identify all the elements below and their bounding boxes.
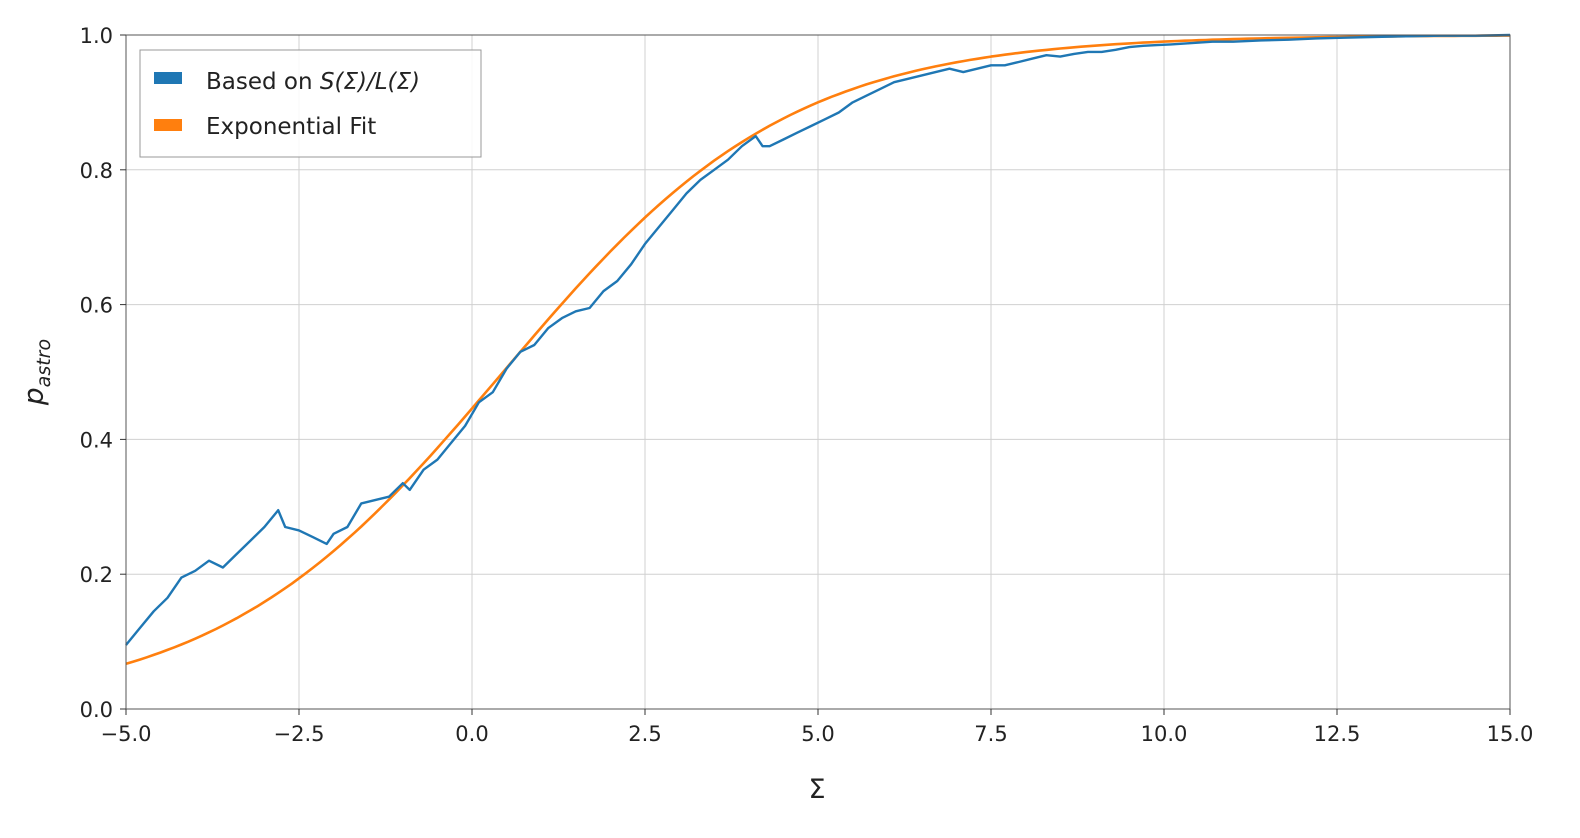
y-tick-label: 0.6 bbox=[80, 294, 113, 318]
legend-label-exponential-fit: Exponential Fit bbox=[206, 114, 376, 140]
x-tick-label: 10.0 bbox=[1141, 722, 1188, 746]
x-axis-label: Σ bbox=[808, 774, 825, 805]
y-tick-label: 0.4 bbox=[80, 428, 113, 452]
legend-swatch-based-on bbox=[154, 72, 182, 84]
series-line-based-on bbox=[125, 33, 1511, 646]
y-axis-label-subscript: astro bbox=[33, 339, 55, 387]
x-axis-ticks: −5.0 −2.5 0.0 2.5 5.0 7.5 10.0 12.5 15.0 bbox=[101, 709, 1534, 746]
x-tick-label: 7.5 bbox=[974, 722, 1007, 746]
legend-swatch-exponential-fit bbox=[154, 119, 182, 131]
legend: Based on S(Σ)/L(Σ) Exponential Fit bbox=[139, 49, 482, 158]
legend-box bbox=[139, 49, 482, 158]
x-tick-label: 5.0 bbox=[801, 722, 834, 746]
y-axis-label-main: p bbox=[17, 387, 50, 406]
series-lines bbox=[125, 33, 1511, 666]
y-tick-label: 0.8 bbox=[80, 159, 113, 183]
legend-label-based-on: Based on S(Σ)/L(Σ) bbox=[206, 69, 420, 95]
x-tick-label: 12.5 bbox=[1314, 722, 1361, 746]
legend-label-formula: S(Σ)/L(Σ) bbox=[320, 69, 420, 95]
x-tick-label: 2.5 bbox=[628, 722, 661, 746]
x-tick-label: 15.0 bbox=[1487, 722, 1534, 746]
x-tick-label: −5.0 bbox=[101, 722, 152, 746]
x-tick-label: −2.5 bbox=[274, 722, 325, 746]
y-axis-label: pastro bbox=[17, 339, 55, 406]
y-tick-label: 1.0 bbox=[80, 24, 113, 48]
series-line-exponential-fit bbox=[125, 34, 1510, 666]
legend-label-prefix: Based on bbox=[206, 69, 320, 95]
y-tick-label: 0.0 bbox=[80, 698, 113, 722]
y-axis-ticks: 0.0 0.2 0.4 0.6 0.8 1.0 bbox=[80, 24, 126, 722]
x-tick-label: 0.0 bbox=[455, 722, 488, 746]
y-tick-label: 0.2 bbox=[80, 563, 113, 587]
